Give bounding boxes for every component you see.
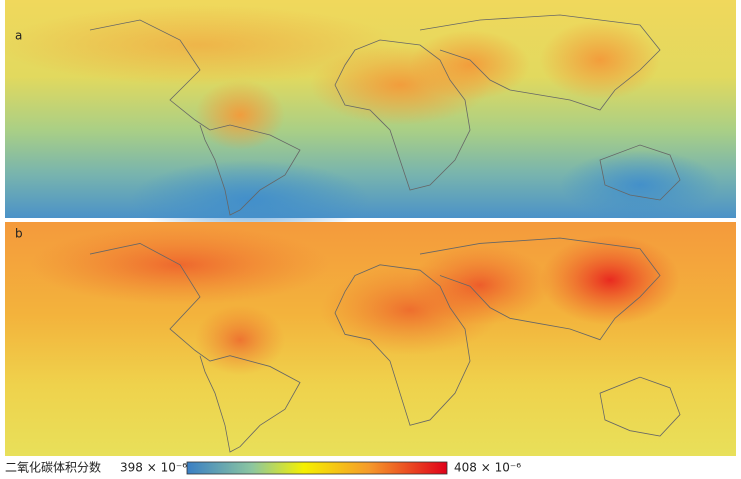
- colorbar-max: 408 × 10⁻⁶: [454, 461, 521, 475]
- panel-label: a: [15, 29, 22, 43]
- colorbar: 二氧化碳体积分数 398 × 10⁻⁶ 408 × 10⁻⁶: [5, 460, 521, 475]
- panel-label: b: [15, 227, 23, 241]
- colorbar-label: 二氧化碳体积分数: [5, 460, 101, 475]
- colorbar-min: 398 × 10⁻⁶: [120, 461, 187, 475]
- panel-b: b: [5, 222, 736, 456]
- panel-a: a: [0, 0, 736, 240]
